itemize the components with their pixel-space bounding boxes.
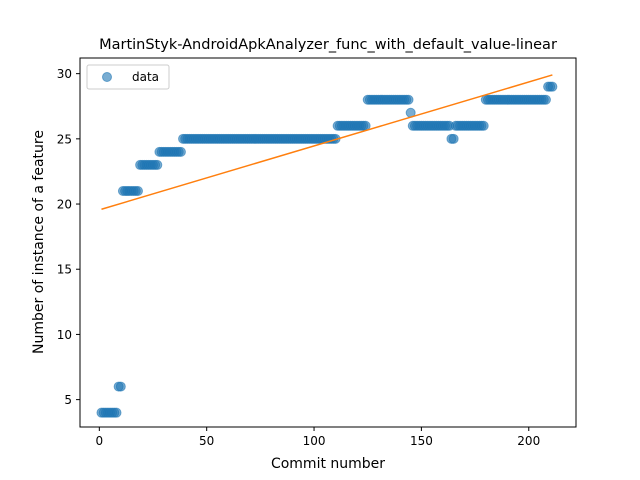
legend-entry-data: data [132, 70, 159, 84]
legend-marker [102, 72, 112, 82]
x-tick-label: 0 [96, 434, 104, 448]
y-tick-label: 20 [57, 198, 72, 212]
x-tick-label: 100 [303, 434, 326, 448]
x-tick-label: 150 [410, 434, 433, 448]
data-point [403, 94, 414, 105]
data-point [152, 159, 163, 170]
data-points [96, 81, 558, 418]
chart-title: MartinStyk-AndroidApkAnalyzer_func_with_… [99, 37, 557, 53]
legend-box [86, 64, 170, 90]
data-point [111, 407, 122, 418]
y-tick-label: 10 [57, 328, 72, 342]
data-point [115, 381, 126, 392]
data-point [448, 133, 459, 144]
data-point [132, 185, 143, 196]
y-axis: 5 10 15 20 25 30 [57, 67, 80, 407]
plot-area [96, 74, 558, 418]
y-tick-label: 15 [57, 263, 72, 277]
x-axis-label: Commit number [271, 456, 385, 472]
linear-fit-line [101, 74, 553, 210]
data-point [540, 94, 551, 105]
x-axis: 0 50 100 150 200 [96, 427, 540, 448]
data-point [175, 146, 186, 157]
y-tick-label: 25 [57, 132, 72, 146]
data-point [478, 120, 489, 131]
y-axis-label: Number of instance of a feature [31, 130, 47, 354]
x-tick-label: 200 [517, 434, 540, 448]
data-point [547, 81, 558, 92]
x-tick-label: 50 [199, 434, 214, 448]
axes-frame [79, 57, 577, 428]
y-tick-label: 5 [64, 393, 72, 407]
y-tick-label: 30 [57, 67, 72, 81]
legend: data [86, 64, 170, 90]
